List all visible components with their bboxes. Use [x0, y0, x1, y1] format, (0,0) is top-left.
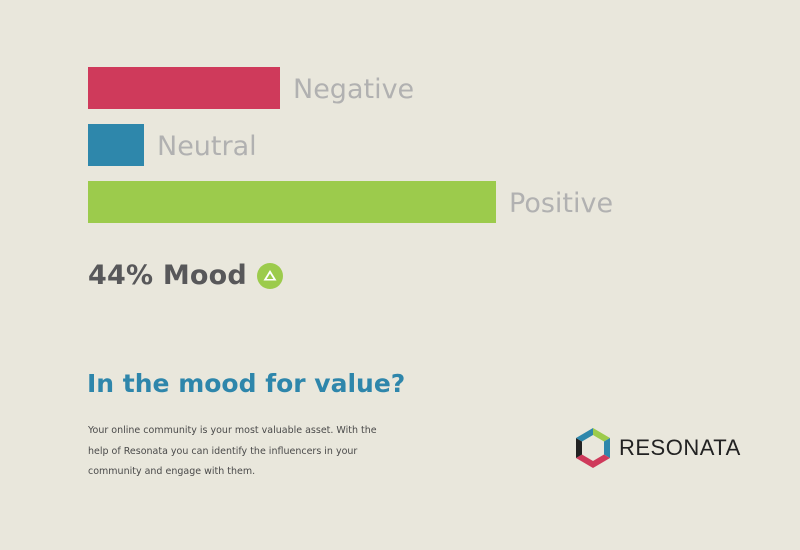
mood-indicator: 44% Mood	[88, 260, 283, 291]
bar-negative	[88, 67, 280, 109]
resonata-logo-mark	[576, 428, 610, 468]
mood-bar-chart: Negative Neutral Positive	[0, 0, 800, 240]
bar-label-negative: Negative	[293, 74, 414, 105]
logo-text: RESONATA	[619, 435, 741, 460]
bar-label-positive: Positive	[509, 188, 613, 219]
resonata-logo: RESONATA	[575, 428, 741, 468]
bar-positive	[88, 181, 496, 223]
body-text: Your online community is your most valua…	[88, 425, 377, 477]
bar-neutral	[88, 124, 144, 166]
mood-score: 44% Mood	[88, 260, 247, 291]
triangle-up-icon	[256, 262, 283, 289]
bar-chart-svg: Negative Neutral Positive	[88, 67, 613, 223]
headline: In the mood for value?	[87, 369, 406, 398]
bar-label-neutral: Neutral	[157, 131, 257, 162]
